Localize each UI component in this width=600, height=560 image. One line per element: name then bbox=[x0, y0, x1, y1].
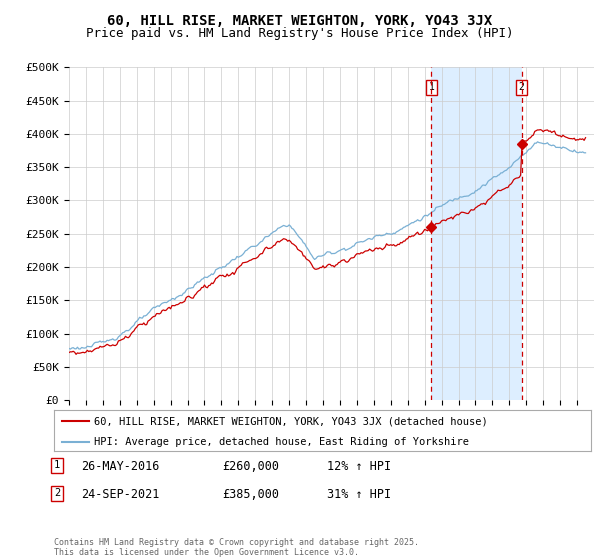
Text: 2: 2 bbox=[519, 82, 524, 92]
Text: Price paid vs. HM Land Registry's House Price Index (HPI): Price paid vs. HM Land Registry's House … bbox=[86, 27, 514, 40]
Text: 1: 1 bbox=[54, 460, 60, 470]
Text: 26-MAY-2016: 26-MAY-2016 bbox=[81, 460, 160, 473]
Text: 60, HILL RISE, MARKET WEIGHTON, YORK, YO43 3JX: 60, HILL RISE, MARKET WEIGHTON, YORK, YO… bbox=[107, 14, 493, 28]
Text: 24-SEP-2021: 24-SEP-2021 bbox=[81, 488, 160, 501]
Text: £260,000: £260,000 bbox=[222, 460, 279, 473]
Text: 60, HILL RISE, MARKET WEIGHTON, YORK, YO43 3JX (detached house): 60, HILL RISE, MARKET WEIGHTON, YORK, YO… bbox=[94, 417, 488, 426]
Bar bbox=[431, 67, 521, 400]
Text: HPI: Average price, detached house, East Riding of Yorkshire: HPI: Average price, detached house, East… bbox=[94, 437, 469, 447]
Text: 2: 2 bbox=[54, 488, 60, 498]
Text: 1: 1 bbox=[428, 82, 434, 92]
Text: 31% ↑ HPI: 31% ↑ HPI bbox=[327, 488, 391, 501]
Text: 12% ↑ HPI: 12% ↑ HPI bbox=[327, 460, 391, 473]
Text: £385,000: £385,000 bbox=[222, 488, 279, 501]
Text: Contains HM Land Registry data © Crown copyright and database right 2025.
This d: Contains HM Land Registry data © Crown c… bbox=[54, 538, 419, 557]
